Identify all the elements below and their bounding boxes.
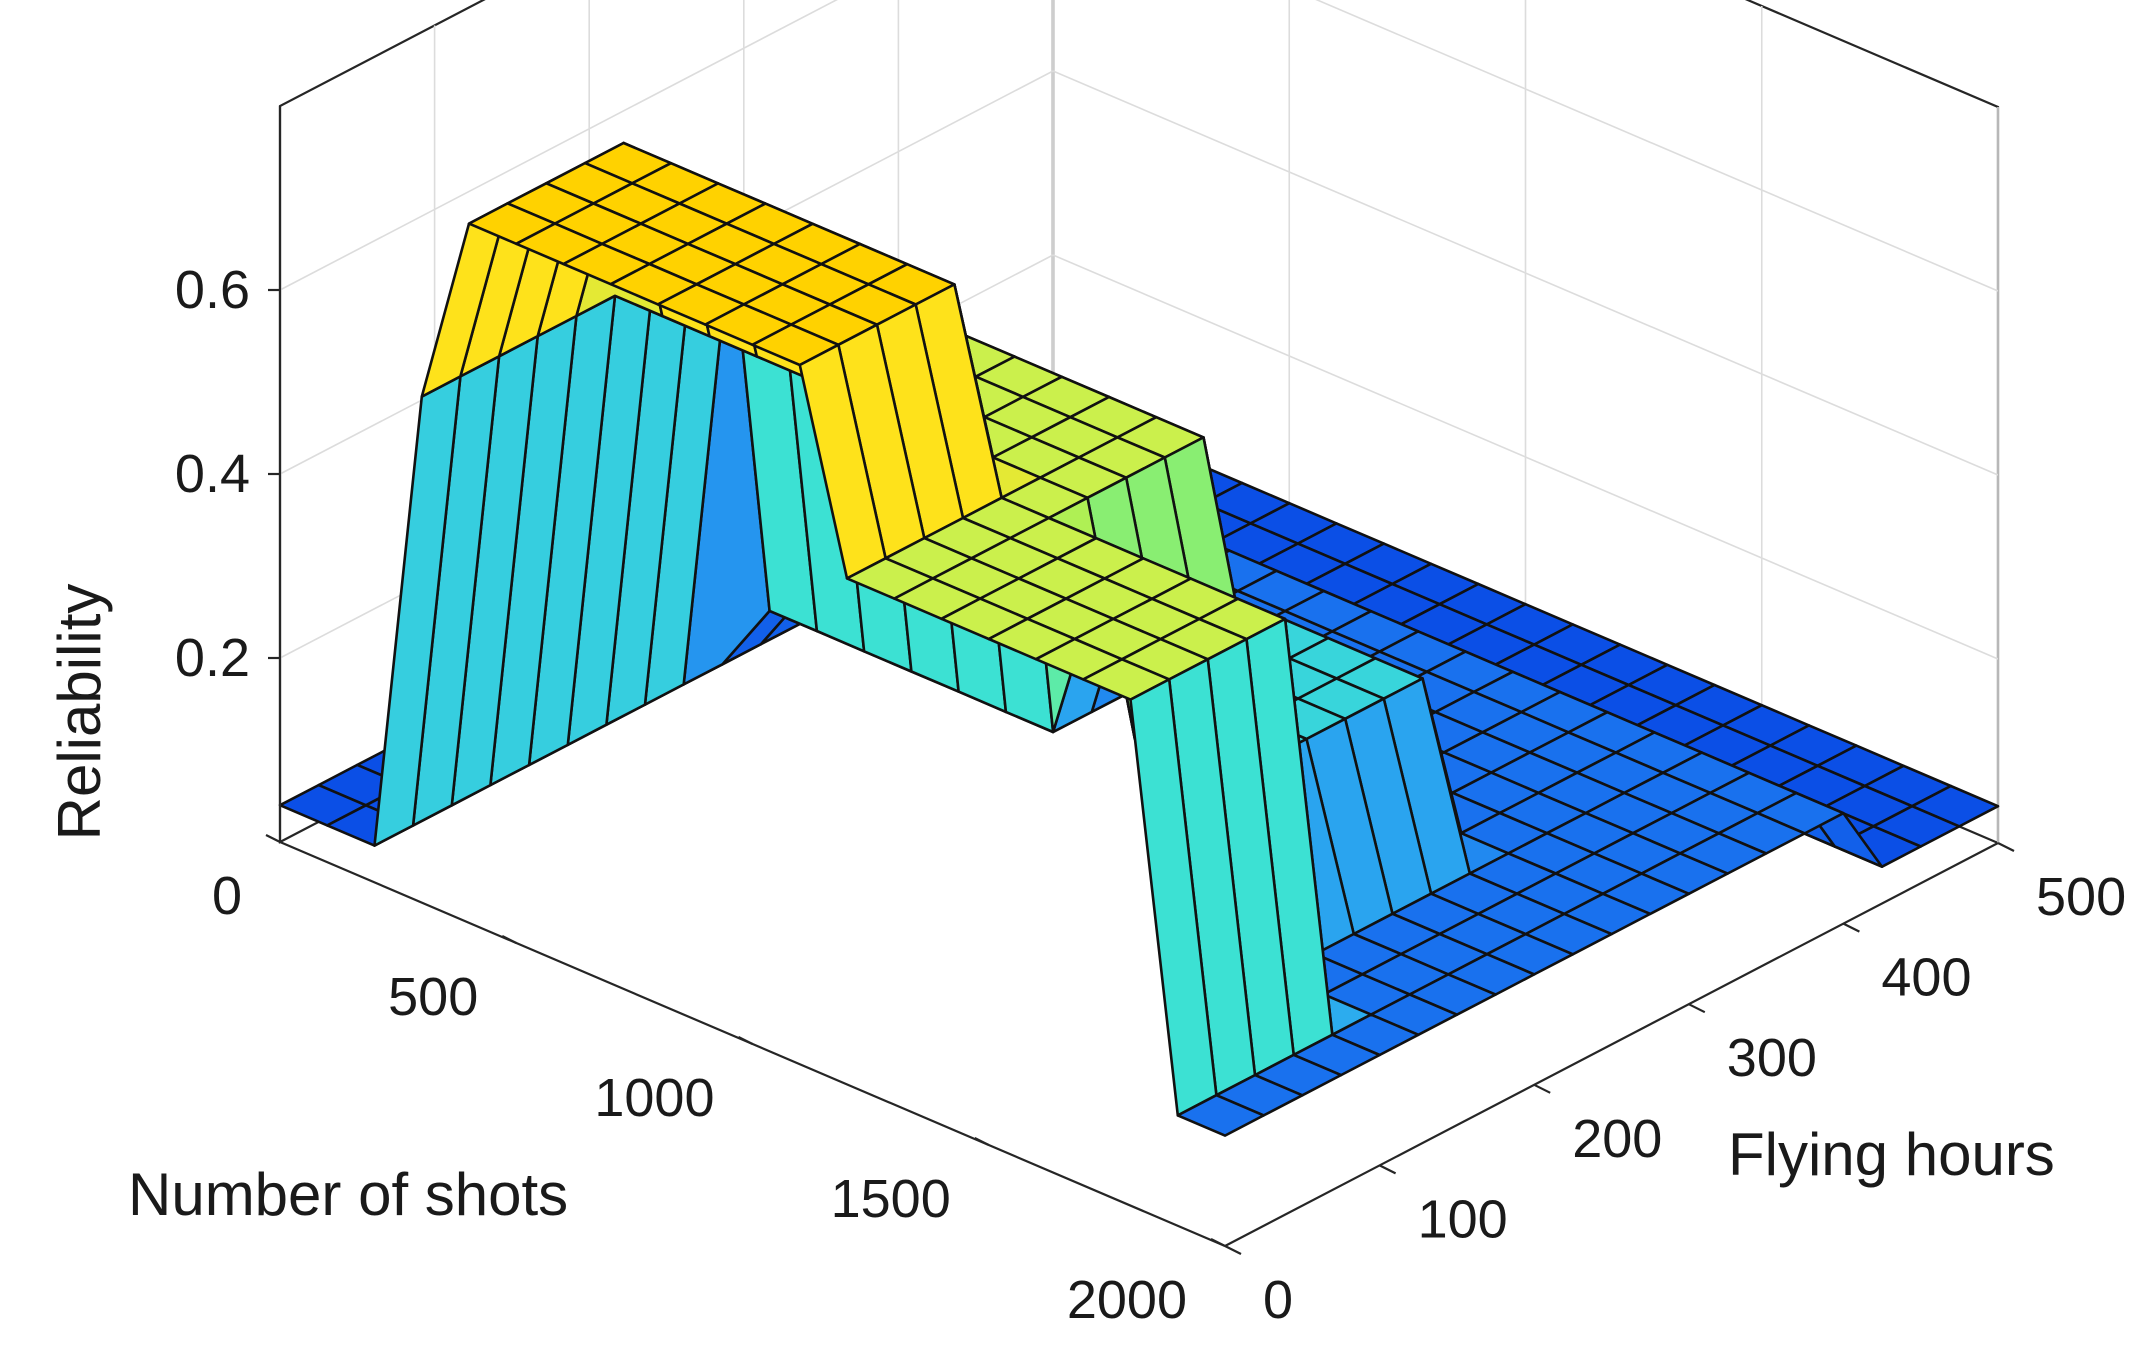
z-tick-label-0: 0.2 (175, 628, 250, 688)
x-tick-4 (1210, 1238, 1226, 1247)
y-tick-5 (1997, 842, 2015, 852)
y-tick-3 (1688, 1003, 1706, 1014)
x-axis-label: Number of shots (128, 1161, 568, 1228)
x-tick-label-2: 1000 (594, 1068, 714, 1128)
wall-grid-z-2 (279, 0, 1999, 292)
x-tick-label-0: 0 (212, 866, 242, 926)
y-tick-label-4: 400 (1881, 948, 1971, 1008)
x-tick-0 (265, 834, 281, 843)
z-tick-label-2: 0.6 (175, 260, 250, 320)
y-tick-0 (1224, 1245, 1242, 1255)
z-tick-label-1: 0.4 (175, 444, 250, 504)
surface-layer (278, 141, 2000, 1137)
y-tick-label-0: 0 (1263, 1270, 1293, 1330)
x-tick-1 (501, 935, 517, 944)
x-tick-label-3: 1500 (831, 1169, 951, 1229)
y-tick-label-5: 500 (2036, 867, 2126, 927)
label-layer: Number of shots Flying hours Reliability (46, 584, 2055, 1228)
y-tick-1 (1379, 1164, 1397, 1175)
y-axis-label: Flying hours (1728, 1121, 2055, 1188)
x-tick-label-1: 500 (388, 967, 478, 1027)
y-axis-line (1224, 842, 1999, 1247)
z-axis-label: Reliability (46, 584, 113, 841)
x-tick-3 (974, 1137, 990, 1146)
y-tick-label-2: 200 (1572, 1109, 1662, 1169)
x-tick-2 (738, 1036, 753, 1045)
axis-layer: 0 500 1000 1500 2000 0 100 200 300 400 500 0.2 0.4 0.… (175, 106, 2126, 1330)
y-tick-4 (1842, 922, 1860, 933)
y-tick-label-3: 300 (1727, 1028, 1817, 1088)
y-tick-label-1: 100 (1418, 1189, 1508, 1249)
y-tick-2 (1533, 1083, 1551, 1094)
surface-face-19-0 (1176, 1093, 1265, 1137)
x-tick-label-4: 2000 (1067, 1270, 1187, 1330)
